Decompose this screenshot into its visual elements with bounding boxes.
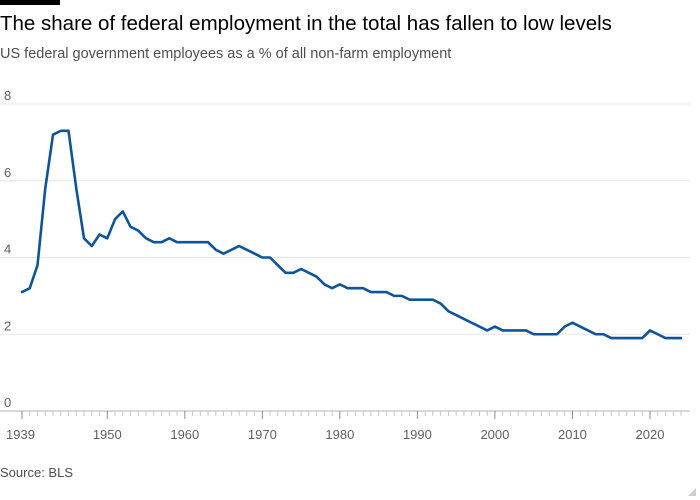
series-layer	[20, 129, 683, 340]
x-tick-label: 1970	[248, 427, 277, 442]
header-accent-bar	[0, 0, 60, 5]
grid-layer	[0, 103, 690, 335]
source-note: Source: BLS	[0, 465, 73, 480]
series-line	[20, 129, 683, 340]
y-tick-label: 2	[4, 318, 11, 333]
x-tick-label: 2010	[558, 427, 587, 442]
x-tick-label: 1939	[6, 427, 35, 442]
y-tick-label: 4	[4, 242, 11, 257]
chart-subtitle: US federal government employees as a % o…	[0, 46, 452, 62]
x-tick-label: 2020	[636, 427, 665, 442]
x-tick-label: 2000	[480, 427, 509, 442]
y-tick-label: 0	[4, 395, 11, 410]
x-tick-label: 1960	[170, 427, 199, 442]
x-tick-label: 1990	[403, 427, 432, 442]
y-tick-label: 6	[4, 165, 11, 180]
corner-mark	[688, 488, 696, 496]
y-tick-label: 8	[4, 88, 11, 103]
line-chart: 0 2 4 6 8 1939 1950 1960 1970 1980 1990 2000 2010 202…	[0, 88, 690, 442]
x-tick-label: 1950	[93, 427, 122, 442]
chart-title: The share of federal employment in the t…	[0, 12, 612, 35]
x-tick-label: 1980	[325, 427, 354, 442]
axis-layer: 0 2 4 6 8 1939 1950 1960 1970 1980 1990 2000 2010 202…	[0, 88, 690, 442]
